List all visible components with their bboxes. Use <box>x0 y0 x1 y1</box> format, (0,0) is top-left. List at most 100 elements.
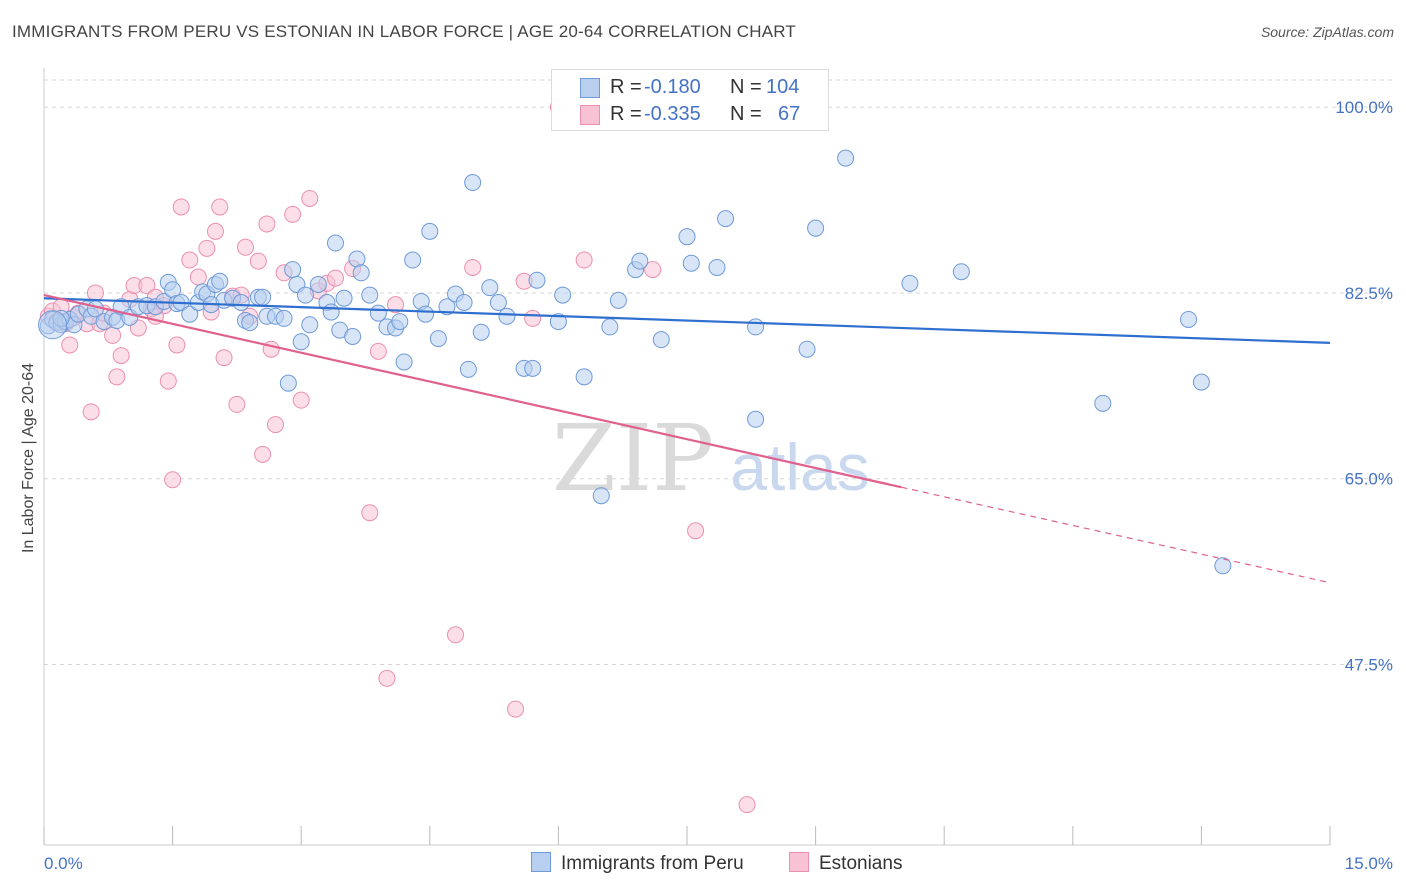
peru-point <box>455 294 473 311</box>
peru-point <box>232 294 250 311</box>
peru-point <box>459 360 477 378</box>
estonians-n-value: 67 <box>778 103 801 125</box>
peru-point <box>717 210 735 228</box>
estonians-point <box>211 198 229 216</box>
estonians-point <box>292 391 310 409</box>
peru-point <box>472 323 490 341</box>
peru-point <box>301 316 319 334</box>
peru-point <box>279 374 297 392</box>
peru-point <box>211 272 229 290</box>
peru-point <box>592 487 610 505</box>
estonians-point <box>189 268 207 286</box>
y-tick-label: 100.0% <box>1335 98 1393 117</box>
peru-point <box>524 359 542 377</box>
peru-point <box>296 286 314 304</box>
peru-point <box>549 313 567 331</box>
x-tick-label: 0.0% <box>44 854 83 873</box>
estonians-swatch <box>580 105 600 125</box>
estonians-point <box>507 700 525 718</box>
peru-r-label: R = <box>610 76 642 98</box>
estonians-point <box>228 395 246 413</box>
peru-point <box>369 304 387 322</box>
estonians-point <box>215 349 233 367</box>
peru-point <box>652 331 670 349</box>
peru-point <box>554 286 572 304</box>
estonians-point <box>301 189 319 207</box>
peru-point <box>438 298 456 316</box>
peru-point <box>609 291 627 309</box>
peru-point <box>309 275 327 293</box>
estonians-point <box>61 336 79 354</box>
stats-row-estonians: R = -0.335 N = 67 <box>552 101 828 129</box>
y-tick-label: 65.0% <box>1345 470 1393 489</box>
peru-point <box>575 368 593 386</box>
source-label: Source: ZipAtlas.com <box>1260 24 1394 40</box>
peru-point <box>631 252 649 270</box>
estonians-point <box>687 522 705 540</box>
peru-point <box>601 318 619 336</box>
estonians-trend-line <box>43 293 902 489</box>
estonians-point <box>198 239 216 257</box>
estonians-point <box>644 261 662 279</box>
estonians-point <box>361 504 379 522</box>
peru-point <box>464 174 482 192</box>
peru-point <box>678 228 696 246</box>
peru-point <box>335 289 353 307</box>
legend-peru-label: Immigrants from Peru <box>561 853 744 874</box>
legend-peru-swatch <box>531 852 551 872</box>
peru-swatch <box>580 78 600 98</box>
peru-point <box>417 305 435 323</box>
estonians-point <box>254 445 272 463</box>
estonians-r-value: -0.335 <box>644 103 701 125</box>
peru-point <box>837 149 855 167</box>
series-estonians <box>39 98 756 814</box>
peru-point <box>429 330 447 348</box>
estonians-point <box>326 269 344 287</box>
peru-n-label: N = <box>730 76 762 98</box>
estonians-point <box>284 205 302 223</box>
estonians-point <box>236 238 254 256</box>
peru-point-cluster <box>38 310 68 340</box>
estonians-point <box>108 368 126 386</box>
peru-point <box>798 340 816 358</box>
estonians-point <box>172 198 190 216</box>
peru-point <box>284 261 302 279</box>
estonians-point <box>86 284 104 302</box>
watermark-atlas: atlas <box>730 430 869 504</box>
estonians-point <box>104 326 122 344</box>
peru-point <box>528 271 546 289</box>
y-tick-labels: 100.0% 82.5% 65.0% 47.5% <box>1335 98 1393 674</box>
legend-item-peru: Immigrants from Peru <box>531 852 744 875</box>
peru-point <box>395 353 413 371</box>
estonians-point <box>112 347 130 365</box>
peru-point <box>1180 310 1198 328</box>
chart-title: IMMIGRANTS FROM PERU VS ESTONIAN IN LABO… <box>12 22 797 41</box>
peru-point <box>747 318 765 336</box>
estonians-point <box>738 796 756 814</box>
axes <box>43 68 1331 846</box>
peru-point <box>1214 557 1232 575</box>
peru-point <box>181 305 199 323</box>
legend-estonians-swatch <box>789 852 809 872</box>
peru-point <box>326 234 344 252</box>
peru-point <box>361 286 379 304</box>
peru-point <box>404 251 422 269</box>
peru-point <box>952 263 970 281</box>
estonians-point <box>206 222 224 240</box>
peru-point <box>322 303 340 321</box>
estonians-point <box>168 336 186 354</box>
peru-point <box>292 333 310 351</box>
peru-point <box>391 313 409 331</box>
peru-r-value: -0.180 <box>644 76 701 98</box>
peru-point <box>708 258 726 276</box>
estonians-point <box>138 277 156 295</box>
legend: Immigrants from Peru Estonians <box>0 852 1406 878</box>
peru-point <box>901 274 919 292</box>
peru-point <box>747 410 765 428</box>
estonians-point <box>378 669 396 687</box>
peru-point <box>421 222 439 240</box>
estonians-point <box>575 251 593 269</box>
peru-point <box>682 254 700 272</box>
watermark: ZIP atlas <box>552 405 870 512</box>
